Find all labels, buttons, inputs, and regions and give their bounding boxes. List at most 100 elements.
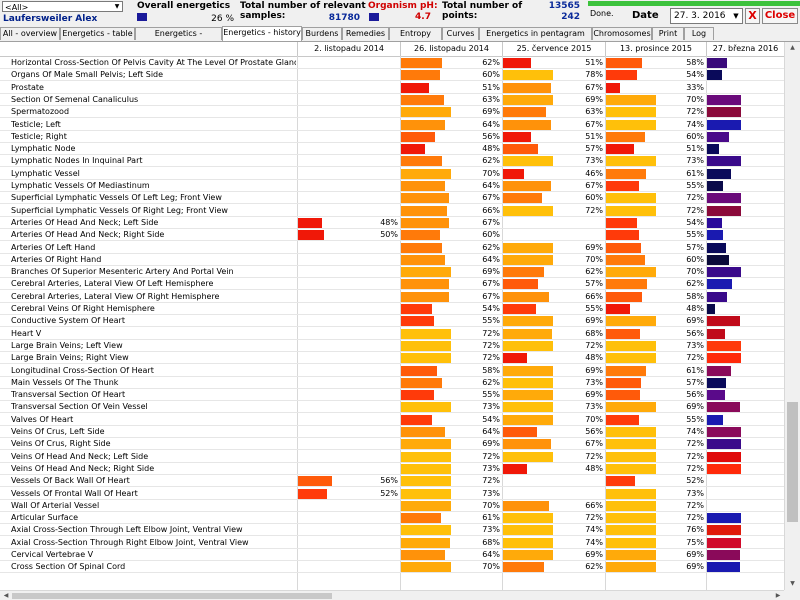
table-row[interactable]: Cerebral Arteries, Lateral View Of Left … (0, 278, 784, 291)
table-row[interactable]: Superficial Lymphatic Vessels Of Left Le… (0, 192, 784, 205)
history-percent: 78% (585, 70, 603, 80)
history-percent: 74% (686, 427, 704, 436)
vertical-scrollbar[interactable]: ▲ ▼ (784, 42, 800, 590)
table-row[interactable]: Axial Cross-Section Through Left Elbow J… (0, 524, 784, 537)
table-row[interactable]: Lymphatic Nodes In Inquinal Part 62% 73% 73… (0, 155, 784, 168)
grid-header: 2. listopadu 2014 26. listopadu 2014 25. č… (0, 42, 784, 57)
table-row[interactable]: Superficial Lymphatic Vessels Of Right L… (0, 205, 784, 217)
table-row[interactable]: Cerebral Veins Of Right Hemisphere 54% 55%… (0, 303, 784, 315)
scroll-up-icon[interactable]: ▲ (790, 44, 795, 51)
table-row[interactable]: Heart V 72% 68% 56% (0, 328, 784, 340)
table-row[interactable]: Veins Of Head And Neck; Right Side 73% 48%… (0, 463, 784, 475)
history-percent: 69% (482, 267, 500, 277)
table-row[interactable]: Lymphatic Vessels Of Mediastinum 64% 67% 55… (0, 180, 784, 192)
table-row[interactable]: Organs Of Male Small Pelvis; Left Side 60… (0, 69, 784, 82)
column-header[interactable]: 26. listopadu 2014 (400, 42, 502, 56)
table-row[interactable]: Section Of Semenal Canaliculus 63% 69% 70% (0, 94, 784, 106)
tab-energetics-table[interactable]: Energetics - table (60, 27, 135, 40)
table-row[interactable]: Axial Cross-Section Through Right Elbow … (0, 537, 784, 549)
scroll-down-icon[interactable]: ▼ (790, 580, 795, 587)
tab-entropy-analysis[interactable]: Entropy analysis (389, 27, 442, 50)
scroll-right-icon[interactable]: ▶ (775, 592, 781, 599)
table-row[interactable]: Branches Of Superior Mesenteric Artery A… (0, 266, 784, 279)
history-bar (606, 144, 634, 155)
date-select[interactable]: 27. 3. 2016 ▼ (670, 8, 743, 24)
history-percent: 73% (686, 156, 704, 166)
points-label-line2: points: (442, 11, 478, 21)
history-percent: 57% (585, 144, 603, 154)
history-bar (401, 353, 451, 364)
tab-burdens[interactable]: Burdens (302, 27, 342, 40)
date-select-value: 27. 3. 2016 (674, 11, 726, 21)
tab-energetics-in-pentagram[interactable]: Energetics in pentagram (479, 27, 592, 40)
table-row[interactable]: Cervical Vertebrae V 64% 69% 69% (0, 549, 784, 561)
history-bar (707, 562, 741, 573)
table-row[interactable]: Arteries Of Head And Neck; Left Side 48% 6… (0, 217, 784, 229)
table-row[interactable]: Cerebral Arteries, Lateral View Of Right… (0, 291, 784, 303)
history-bar (401, 377, 443, 388)
table-row[interactable]: Testicle; Right 56% 51% 60% (0, 131, 784, 143)
table-row[interactable]: Articular Surface 61% 72% 72% (0, 512, 784, 525)
column-header[interactable]: 13. prosince 2015 (605, 42, 706, 56)
table-row[interactable]: Veins Of Crus, Right Side 69% 67% 72% (0, 438, 784, 451)
table-row[interactable]: Main Vessels Of The Thunk 62% 73% 57% (0, 377, 784, 389)
table-row[interactable]: Spermatozood 69% 63% 72% (0, 106, 784, 119)
table-row[interactable]: Prostate 51% 67% 33% (0, 82, 784, 94)
vertical-scroll-thumb[interactable] (787, 402, 798, 522)
horizontal-scrollbar[interactable]: ◀ ▶ (0, 590, 784, 600)
table-row[interactable]: Longitudinal Cross-Section Of Heart 58% 69… (0, 365, 784, 377)
history-percent: 62% (585, 562, 603, 572)
tab-print[interactable]: Print (652, 27, 684, 40)
table-row[interactable]: Transversal Section Of Heart 55% 69% 56% (0, 389, 784, 402)
table-row[interactable]: Arteries Of Head And Neck; Right Side 50%… (0, 229, 784, 242)
history-bar (606, 316, 656, 327)
tab-energetics-overview[interactable]: Energetics - overview (135, 27, 222, 50)
table-row[interactable]: Large Brain Veins; Right View 72% 48% 72% (0, 352, 784, 365)
tab-energetics-history[interactable]: Energetics - history (222, 26, 302, 41)
history-percent: 72% (686, 205, 704, 215)
tab-curves[interactable]: Curves (442, 27, 479, 40)
table-row[interactable]: Conductive System Of Heart 55% 69% 69% (0, 315, 784, 328)
row-name: Valves Of Heart (11, 414, 74, 424)
history-bar (606, 119, 656, 130)
table-row[interactable]: Arteries Of Right Hand 64% 70% 60% (0, 254, 784, 266)
table-row[interactable]: Cross Section Of Spinal Cord 70% 62% 69% (0, 561, 784, 574)
history-percent: 46% (585, 168, 603, 178)
filter-select[interactable]: <All> ▼ (2, 1, 123, 12)
table-row[interactable]: Horizontal Cross-Section Of Pelvis Cavit… (0, 57, 784, 69)
close-button[interactable]: Close (762, 8, 798, 24)
table-row[interactable]: Lymphatic Node 48% 57% 51% (0, 143, 784, 156)
tab-all-overview[interactable]: All - overview (0, 27, 60, 40)
column-header[interactable]: 25. července 2015 (502, 42, 605, 56)
history-percent: 60% (482, 70, 500, 80)
history-bar (401, 156, 443, 167)
table-row[interactable]: Veins Of Head And Neck; Left Side 72% 72% 7… (0, 451, 784, 463)
table-row[interactable]: Arteries Of Left Hand 62% 69% 57% (0, 242, 784, 254)
history-percent: 64% (482, 254, 500, 264)
table-row[interactable]: Vessels Of Back Wall Of Heart 56% 72% 52% (0, 475, 784, 488)
column-header[interactable]: 27. března 2016 (706, 42, 784, 56)
history-bar (298, 217, 322, 228)
table-row[interactable]: Transversal Section Of Vein Vessel 73% 73%… (0, 401, 784, 414)
clear-date-button[interactable]: X (745, 8, 760, 24)
column-header[interactable]: 2. listopadu 2014 (297, 42, 400, 56)
table-row[interactable]: Testicle; Left 64% 67% 74% (0, 119, 784, 131)
table-row[interactable]: Wall Of Arterial Vessel 70% 66% 72% (0, 500, 784, 512)
table-row[interactable]: Veins Of Crus, Left Side 64% 56% 74% (0, 426, 784, 438)
history-bar (503, 390, 553, 401)
history-bar (401, 488, 451, 499)
history-bar (401, 267, 451, 278)
tab-remedies[interactable]: Remedies (342, 27, 389, 40)
history-bar (401, 230, 440, 241)
history-bar (606, 193, 656, 204)
horizontal-scroll-thumb[interactable] (12, 593, 332, 599)
table-row[interactable]: Vessels Of Frontal Wall Of Heart 52% 73% 73… (0, 488, 784, 500)
table-row[interactable]: Valves Of Heart 54% 70% 55% (0, 414, 784, 426)
history-bar (606, 70, 638, 81)
tab-chromosomes[interactable]: Chromosomes (592, 27, 652, 40)
chevron-down-icon: ▼ (733, 12, 739, 20)
table-row[interactable]: Large Brain Veins; Left View 72% 72% 73% (0, 340, 784, 352)
tab-log[interactable]: Log (684, 27, 714, 40)
table-row[interactable]: Lymphatic Vessel 70% 46% 61% (0, 168, 784, 180)
scroll-left-icon[interactable]: ◀ (3, 592, 9, 599)
